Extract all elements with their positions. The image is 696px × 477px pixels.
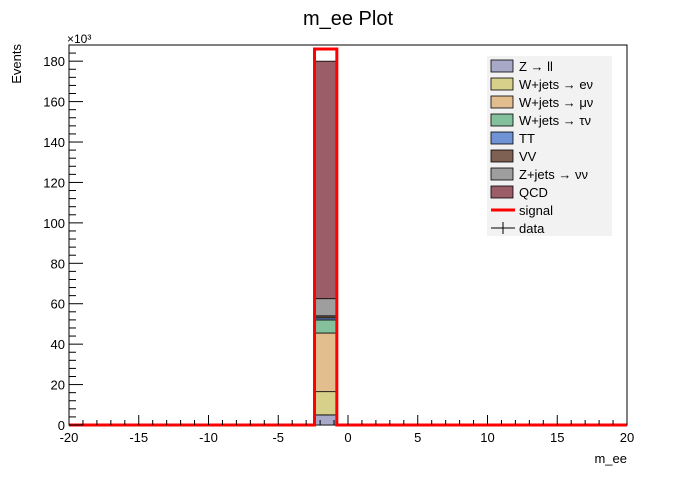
- y-tick-label-9: 180: [43, 54, 65, 69]
- x-tick-label-8: 20: [620, 430, 634, 445]
- legend-swatch-0: [490, 59, 514, 73]
- signal-line: [69, 47, 627, 427]
- legend-label-signal: signal: [519, 203, 553, 218]
- x-tick-label-2: -10: [199, 430, 218, 445]
- stacked-bars: [69, 47, 627, 427]
- y-tick-label-7: 140: [43, 135, 65, 150]
- y-axis-multiplier: ×10³: [67, 32, 91, 46]
- legend-label-data: data: [519, 221, 545, 236]
- y-tick-label-0: 0: [58, 418, 65, 433]
- legend-swatch-6: [490, 167, 514, 181]
- y-axis-label: Events: [9, 44, 24, 84]
- x-tick-label-7: 15: [550, 430, 564, 445]
- legend-swatch-7: [490, 185, 514, 199]
- y-tick-label-5: 100: [43, 216, 65, 231]
- legend-label-1: W+jets → eν: [519, 77, 593, 92]
- legend-swatch-1: [490, 77, 514, 91]
- x-tick-label-3: -5: [272, 430, 284, 445]
- bar-segment-6: [314, 298, 338, 317]
- x-tick-label-5: 5: [414, 430, 421, 445]
- y-tick-label-4: 80: [51, 256, 65, 271]
- bar-segment-0: [314, 414, 338, 426]
- x-axis-label: m_ee: [594, 451, 627, 466]
- legend-swatch-3: [490, 113, 514, 127]
- legend-label-2: W+jets → μν: [519, 95, 593, 110]
- bar-segment-7: [314, 60, 338, 300]
- legend-swatch-5: [490, 149, 514, 163]
- legend-swatch-4: [490, 131, 514, 145]
- x-tick-label-1: -15: [129, 430, 148, 445]
- legend: Z → ll W+jets → eν W+jets → μν W+jets → τν T…: [487, 56, 612, 236]
- legend-label-3: W+jets → τν: [519, 113, 591, 128]
- y-tick-label-2: 40: [51, 337, 65, 352]
- legend-label-6: Z+jets → νν: [519, 167, 588, 182]
- legend-label-0: Z → ll: [519, 59, 553, 74]
- x-tick-label-6: 10: [480, 430, 494, 445]
- x-tick-label-0: -20: [60, 430, 79, 445]
- chart-title: m_ee Plot: [303, 8, 393, 30]
- bar-segment-2: [314, 332, 338, 393]
- legend-swatch-2: [490, 95, 514, 109]
- axes: -20 -15 -10 -5 0 5 10 15 20 0 20 40 60 80 100 120 140 160…: [43, 44, 634, 445]
- bar-segment-1: [314, 391, 338, 416]
- y-tick-label-3: 60: [51, 297, 65, 312]
- legend-label-4: TT: [519, 131, 535, 146]
- y-tick-label-6: 120: [43, 175, 65, 190]
- bar-segment-3: [314, 319, 338, 334]
- y-tick-label-8: 160: [43, 95, 65, 110]
- x-tick-label-4: 0: [344, 430, 351, 445]
- legend-label-5: VV: [519, 149, 537, 164]
- legend-label-7: QCD: [519, 185, 548, 200]
- y-tick-label-1: 20: [51, 378, 65, 393]
